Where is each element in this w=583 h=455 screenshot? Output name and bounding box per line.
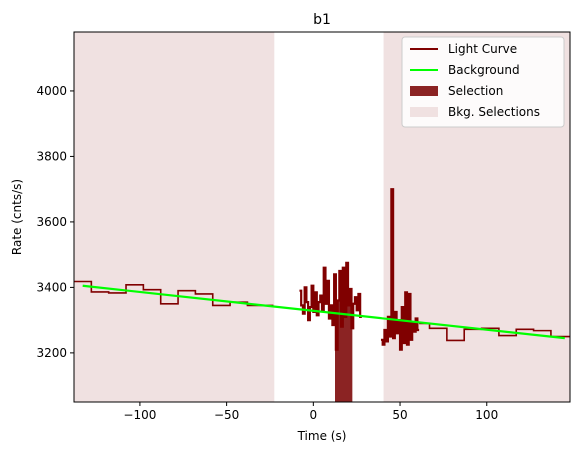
y-tick-label-3600: 3600	[36, 215, 67, 229]
background-fit-layer	[82, 284, 565, 340]
y-tick-label-3200: 3200	[36, 346, 67, 360]
y-axis-label: Rate (cnts/s)	[10, 179, 24, 255]
x-tick-label--100: −100	[123, 408, 156, 422]
plot-data-layer	[74, 188, 570, 351]
y-tick-label-3800: 3800	[36, 149, 67, 163]
plot-frame	[73, 31, 571, 403]
legend-label-background: Background	[448, 63, 520, 77]
x-tick-label-50: 50	[392, 408, 407, 422]
x-tick-label-100: 100	[475, 408, 498, 422]
x-axis-label: Time (s)	[297, 429, 347, 443]
y-axis-ticks: 3200 3400 3600 3800 4000	[36, 84, 74, 360]
x-tick-label--50: −50	[214, 408, 239, 422]
legend: Light Curve Background Selection Bkg. Selec…	[401, 36, 565, 128]
light-curve-segment-1	[74, 280, 274, 307]
background-fit-line	[82, 284, 565, 340]
legend-swatch-selection	[410, 86, 438, 96]
light-curve-segment-3	[380, 188, 420, 351]
y-tick-label-4000: 4000	[36, 84, 67, 98]
legend-label-selection: Selection	[448, 84, 503, 98]
x-tick-label-0: 0	[310, 408, 318, 422]
x-axis-ticks: −100 −50 0 50 100	[123, 402, 498, 422]
y-tick-label-3400: 3400	[36, 280, 67, 294]
chart-title: b1	[313, 12, 331, 28]
legend-box	[401, 36, 565, 128]
bkg-selection-region-1	[74, 32, 275, 402]
legend-swatch-bkg-selections	[410, 107, 438, 117]
light-curve-segment-4	[419, 322, 570, 342]
legend-label-bkg-selections: Bkg. Selections	[448, 105, 540, 119]
legend-label-light-curve: Light Curve	[448, 42, 517, 56]
